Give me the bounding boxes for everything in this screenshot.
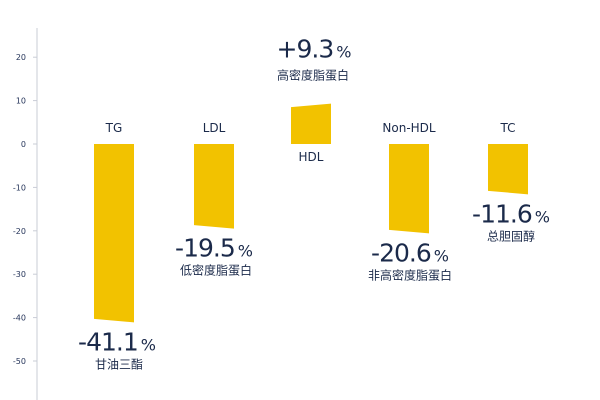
bar-hdl bbox=[291, 103, 331, 144]
bar-tg bbox=[94, 144, 134, 323]
y-tick-label: -20 bbox=[13, 227, 26, 236]
value-number: -20.6 bbox=[371, 238, 431, 267]
y-tick-label: -30 bbox=[13, 270, 26, 279]
bar-non-hdl bbox=[389, 144, 429, 234]
category-description: 高密度脂蛋白 bbox=[277, 68, 349, 83]
value-label: -41.1% bbox=[78, 327, 156, 356]
value-number: -41.1 bbox=[78, 327, 138, 356]
category-label: TC bbox=[499, 121, 515, 135]
value-unit: % bbox=[141, 335, 156, 354]
value-number: -11.6 bbox=[472, 199, 532, 228]
value-unit: % bbox=[336, 43, 351, 62]
y-tick-label: 0 bbox=[21, 140, 26, 149]
category-label: HDL bbox=[299, 150, 324, 164]
y-tick-label: 10 bbox=[16, 97, 26, 106]
value-label: -20.6% bbox=[371, 238, 449, 267]
value-unit: % bbox=[238, 242, 253, 261]
value-unit: % bbox=[535, 207, 550, 226]
y-tick-label: -40 bbox=[13, 314, 26, 323]
category-label: TG bbox=[105, 121, 123, 135]
value-unit: % bbox=[434, 246, 449, 265]
value-label: -19.5% bbox=[175, 234, 253, 263]
category-description: 低密度脂蛋白 bbox=[180, 263, 252, 278]
value-number: -19.5 bbox=[175, 234, 235, 263]
value-label: -11.6% bbox=[472, 199, 550, 228]
bar-ldl bbox=[194, 144, 234, 229]
bars bbox=[94, 103, 528, 323]
y-axis: 20 10 0 -10 -20 -30 -40 -50 bbox=[13, 28, 38, 400]
value-number: +9.3 bbox=[277, 35, 334, 64]
y-tick-label: -10 bbox=[13, 183, 26, 192]
category-label: Non-HDL bbox=[382, 121, 436, 135]
y-tick-label: -50 bbox=[13, 357, 26, 366]
category-description: 甘油三酯 bbox=[95, 357, 143, 371]
category-label: LDL bbox=[203, 121, 226, 135]
category-description: 总胆固醇 bbox=[487, 228, 535, 243]
category-description: 非高密度脂蛋白 bbox=[368, 267, 452, 282]
bar-tc bbox=[488, 144, 528, 195]
y-tick-label: 20 bbox=[16, 53, 26, 62]
value-label: +9.3% bbox=[277, 35, 352, 64]
